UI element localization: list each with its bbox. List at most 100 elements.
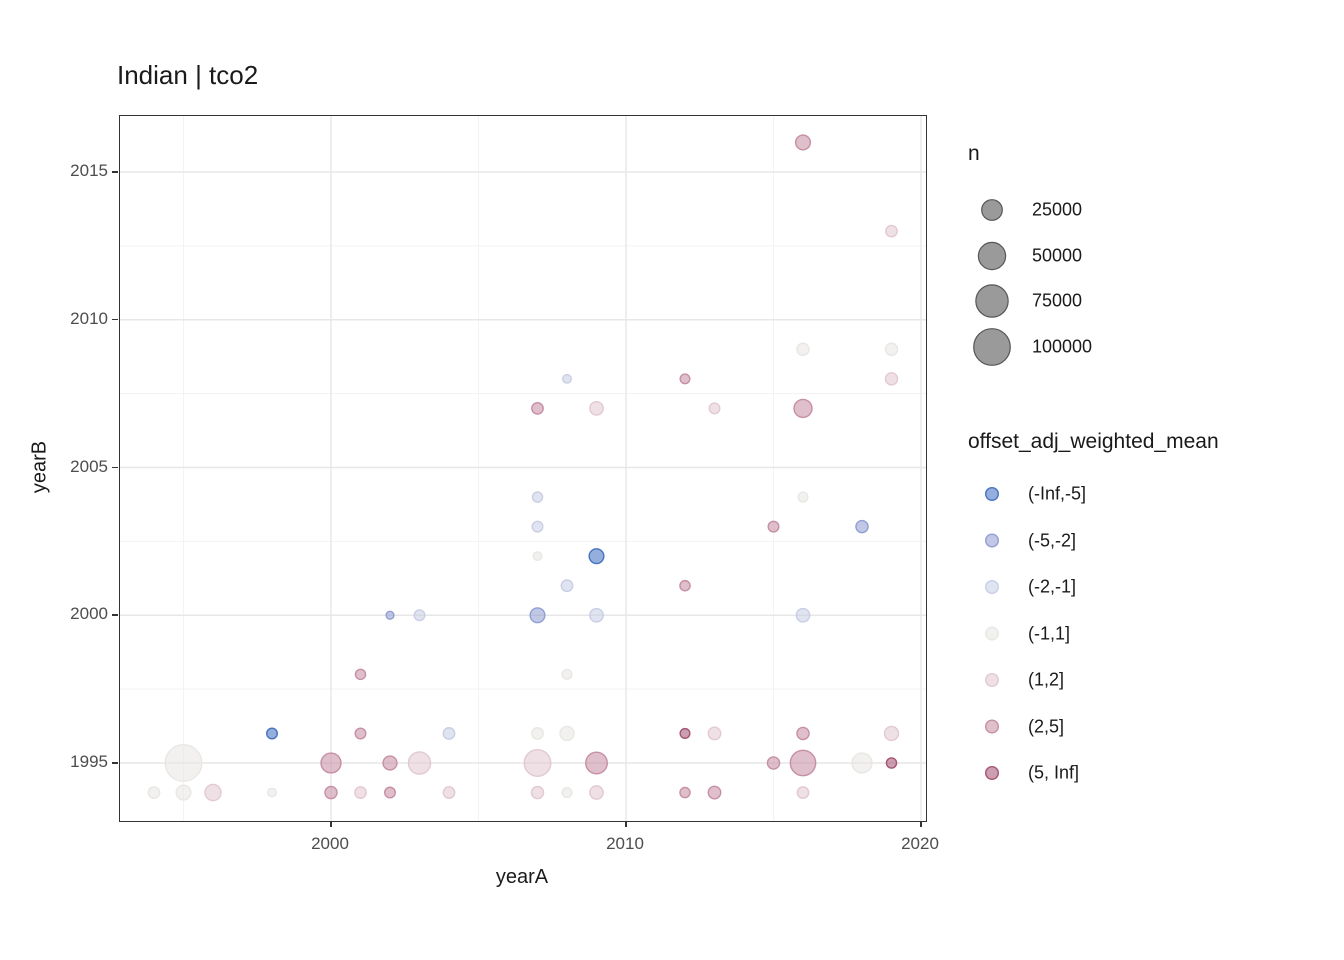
color-legend-circle [985, 487, 1000, 502]
y-axis-tick-label: 2010 [70, 308, 108, 328]
data-bubble [523, 749, 552, 777]
x-axis-tick [920, 821, 922, 827]
data-bubble [795, 607, 811, 623]
data-bubble [267, 787, 277, 798]
data-bubble [561, 668, 573, 680]
x-axis-tick [330, 821, 332, 827]
data-bubble [855, 519, 869, 534]
data-bubble [794, 134, 812, 151]
data-bubble [789, 749, 817, 777]
data-bubble [560, 579, 574, 593]
data-bubble [384, 786, 396, 799]
data-bubble [766, 756, 781, 770]
data-bubble [531, 520, 544, 533]
color-legend-circle [985, 626, 1000, 641]
data-bubble [679, 786, 691, 799]
data-bubble [884, 372, 899, 386]
data-bubble [679, 579, 691, 592]
data-bubble [559, 725, 575, 742]
data-bubble [562, 373, 572, 384]
color-legend-circle [985, 579, 1000, 594]
color-legend-circle [985, 766, 1000, 781]
color-legend-label: (-5,-2] [1028, 530, 1077, 550]
x-axis-tick [625, 821, 627, 827]
data-bubble [589, 401, 604, 416]
data-bubble [708, 402, 721, 415]
size-legend-circle [973, 328, 1011, 366]
data-bubble [531, 491, 544, 503]
y-axis-tick-label: 2015 [70, 161, 108, 180]
data-bubble [530, 785, 545, 800]
data-bubble [164, 743, 203, 783]
x-axis-tick-label: 2020 [901, 834, 939, 853]
data-bubble [588, 548, 605, 565]
data-bubble [885, 224, 898, 238]
color-legend-circle [985, 719, 1000, 734]
data-bubble [354, 786, 367, 799]
data-bubble [796, 726, 810, 741]
plot-panel [119, 115, 927, 822]
data-bubble [442, 727, 456, 740]
y-axis-tick [112, 614, 118, 616]
data-bubble [796, 786, 810, 799]
data-bubble [793, 398, 813, 419]
data-bubble [885, 757, 898, 769]
plot-canvas [120, 116, 926, 821]
size-legend-circle [981, 199, 1003, 221]
size-legend-label: 100000 [1032, 336, 1093, 357]
y-axis-tick-label: 2000 [70, 604, 108, 624]
data-bubble [589, 785, 604, 800]
color-legend-label: (2,5] [1028, 716, 1065, 736]
data-bubble [532, 551, 543, 562]
color-legend-label: (-1,1] [1028, 623, 1071, 643]
chart-title: Indian | tco2 [117, 60, 259, 90]
color-legend-title: offset_adj_weighted_mean [968, 430, 1219, 453]
x-axis-tick-label: 2000 [311, 834, 349, 853]
data-bubble [442, 786, 456, 799]
data-bubble [147, 786, 161, 799]
size-legend-circle [975, 284, 1009, 318]
data-bubble [354, 668, 367, 681]
color-legend-label: (-2,-1] [1028, 576, 1077, 597]
data-bubble [204, 783, 222, 802]
data-bubble [407, 751, 432, 775]
data-bubble [585, 751, 608, 775]
data-bubble [851, 752, 873, 774]
data-bubble [679, 373, 691, 385]
data-bubble [382, 755, 398, 771]
x-axis-title: yearA [495, 866, 549, 888]
data-bubble [707, 726, 722, 741]
data-bubble [175, 784, 192, 801]
color-legend-label: (5, Inf] [1028, 762, 1080, 783]
y-axis-title: yearB [28, 440, 51, 494]
data-bubble [589, 607, 604, 623]
data-bubble [796, 342, 810, 357]
data-bubble [266, 727, 278, 740]
data-bubble [884, 342, 899, 357]
data-bubble [707, 785, 722, 800]
color-legend-circle [985, 533, 1000, 548]
data-bubble [413, 609, 426, 622]
color-legend-circle [985, 672, 1000, 687]
y-axis-tick-label: 2005 [70, 456, 108, 476]
color-legend-label: (-Inf,-5] [1028, 483, 1087, 504]
data-bubble [385, 610, 395, 620]
data-bubble [531, 402, 544, 415]
data-bubble [767, 520, 780, 533]
data-bubble [354, 727, 367, 740]
data-bubble [531, 727, 544, 740]
data-bubble [883, 725, 900, 742]
color-legend-swatches [985, 487, 1000, 781]
y-axis-tick [112, 318, 118, 321]
color-legend-label: (1,2] [1028, 669, 1065, 690]
size-legend-label: 50000 [1032, 245, 1083, 266]
data-bubble [679, 727, 691, 739]
size-legend-swatches [973, 199, 1011, 366]
x-axis-tick-label: 2010 [606, 834, 644, 853]
y-axis-tick [112, 171, 118, 173]
data-bubble [797, 491, 809, 503]
size-legend-label: 25000 [1032, 199, 1083, 220]
data-bubble [561, 787, 573, 799]
y-axis-tick [112, 466, 118, 468]
size-legend-label: 75000 [1032, 290, 1083, 311]
